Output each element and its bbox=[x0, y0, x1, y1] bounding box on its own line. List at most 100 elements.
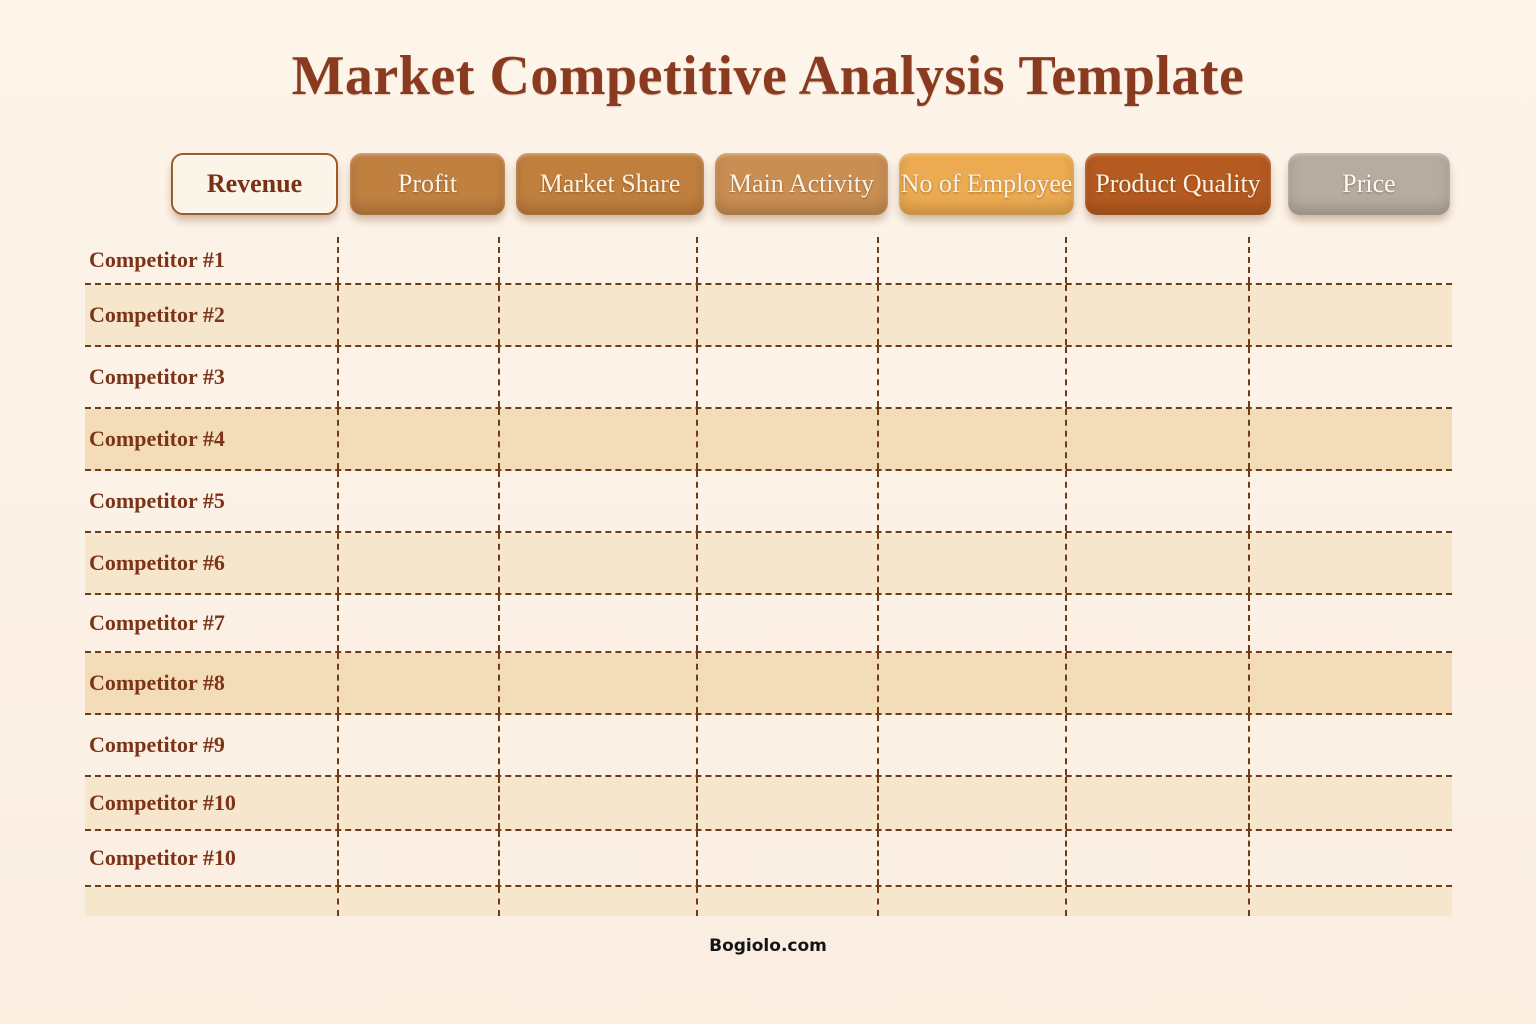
table-cell bbox=[877, 777, 1065, 829]
table-cell bbox=[696, 409, 877, 469]
table-cell bbox=[877, 653, 1065, 713]
table-cell bbox=[498, 471, 696, 531]
row-label-cell: Competitor #7 bbox=[85, 595, 337, 651]
table-cell bbox=[1248, 409, 1452, 469]
table-cell bbox=[498, 595, 696, 651]
table-row: Competitor #10 bbox=[85, 831, 1452, 887]
table-cell bbox=[696, 715, 877, 775]
row-label-cell: Competitor #3 bbox=[85, 347, 337, 407]
table-row: Competitor #10 bbox=[85, 777, 1452, 831]
table-cell bbox=[877, 409, 1065, 469]
table-cell bbox=[696, 533, 877, 593]
table-cell bbox=[696, 285, 877, 345]
table-cell bbox=[1248, 347, 1452, 407]
table-cell bbox=[498, 533, 696, 593]
table-row: Competitor #8 bbox=[85, 653, 1452, 715]
table-cell bbox=[696, 887, 877, 916]
column-button-product-quality[interactable]: Product Quality bbox=[1085, 153, 1271, 215]
table-cell bbox=[337, 237, 498, 283]
column-button-profit[interactable]: Profit bbox=[350, 153, 505, 215]
table-row: Competitor #7 bbox=[85, 595, 1452, 653]
row-label-cell: Competitor #10 bbox=[85, 831, 337, 885]
table-cell bbox=[498, 237, 696, 283]
table-cell bbox=[696, 237, 877, 283]
table-cell bbox=[877, 237, 1065, 283]
table-cell bbox=[696, 777, 877, 829]
row-label: Competitor #6 bbox=[89, 550, 225, 575]
row-label: Competitor #2 bbox=[89, 302, 225, 327]
column-button-price[interactable]: Price bbox=[1288, 153, 1450, 215]
competitor-table: Competitor #1 Competitor #2 Competitor #3 C… bbox=[85, 237, 1452, 916]
row-label-cell bbox=[85, 887, 337, 916]
table-cell bbox=[498, 887, 696, 916]
table-cell bbox=[1065, 595, 1248, 651]
table-cell bbox=[498, 715, 696, 775]
table-cell bbox=[498, 285, 696, 345]
row-label: Competitor #10 bbox=[89, 790, 236, 815]
row-label-cell: Competitor #6 bbox=[85, 533, 337, 593]
column-button-main-activity[interactable]: Main Activity bbox=[715, 153, 888, 215]
row-label: Competitor #3 bbox=[89, 364, 225, 389]
table-cell bbox=[337, 831, 498, 885]
table-cell bbox=[877, 471, 1065, 531]
table-cell bbox=[1248, 653, 1452, 713]
table-cell bbox=[337, 887, 498, 916]
row-label: Competitor #9 bbox=[89, 732, 225, 757]
table-cell bbox=[337, 409, 498, 469]
row-label-cell: Competitor #10 bbox=[85, 777, 337, 829]
table-cell bbox=[1248, 533, 1452, 593]
table-cell bbox=[1065, 471, 1248, 531]
table-cell bbox=[1065, 715, 1248, 775]
column-button-no-of-employee[interactable]: No of Employee bbox=[899, 153, 1074, 215]
table-cell bbox=[337, 777, 498, 829]
table-cell bbox=[337, 347, 498, 407]
table-row: Competitor #5 bbox=[85, 471, 1452, 533]
table-cell bbox=[1248, 887, 1452, 916]
table-cell bbox=[1248, 237, 1452, 283]
table-row: Competitor #9 bbox=[85, 715, 1452, 777]
row-label-cell: Competitor #2 bbox=[85, 285, 337, 345]
table-cell bbox=[337, 595, 498, 651]
table-cell bbox=[877, 285, 1065, 345]
table-cell bbox=[1248, 595, 1452, 651]
table-cell bbox=[877, 595, 1065, 651]
table-cell bbox=[877, 831, 1065, 885]
table-cell bbox=[696, 347, 877, 407]
table-row: Competitor #3 bbox=[85, 347, 1452, 409]
table-cell bbox=[877, 347, 1065, 407]
row-label: Competitor #1 bbox=[89, 247, 225, 272]
table-row: Competitor #4 bbox=[85, 409, 1452, 471]
table-cell bbox=[1248, 831, 1452, 885]
table-cell bbox=[696, 595, 877, 651]
table-cell bbox=[337, 285, 498, 345]
table-cell bbox=[1065, 409, 1248, 469]
column-button-revenue[interactable]: Revenue bbox=[171, 153, 338, 215]
page-title: Market Competitive Analysis Template bbox=[291, 45, 1245, 107]
table-cell bbox=[498, 831, 696, 885]
row-label: Competitor #10 bbox=[89, 845, 236, 870]
table-cell bbox=[337, 715, 498, 775]
table-cell bbox=[877, 533, 1065, 593]
table-cell bbox=[498, 653, 696, 713]
table-cell bbox=[1065, 777, 1248, 829]
table-cell bbox=[877, 715, 1065, 775]
table-cell bbox=[1248, 471, 1452, 531]
row-label-cell: Competitor #8 bbox=[85, 653, 337, 713]
row-label: Competitor #7 bbox=[89, 610, 225, 635]
table-row: Competitor #6 bbox=[85, 533, 1452, 595]
column-button-market-share[interactable]: Market Share bbox=[516, 153, 704, 215]
table-cell bbox=[1248, 715, 1452, 775]
table-cell bbox=[498, 777, 696, 829]
table-row: Competitor #1 bbox=[85, 237, 1452, 285]
row-label-cell: Competitor #9 bbox=[85, 715, 337, 775]
table-cell bbox=[1065, 887, 1248, 916]
watermark-text: Bogiolo.com bbox=[709, 936, 827, 956]
table-cell bbox=[498, 409, 696, 469]
row-label: Competitor #4 bbox=[89, 426, 225, 451]
table-cell bbox=[696, 471, 877, 531]
table-row: Competitor #2 bbox=[85, 285, 1452, 347]
row-label-cell: Competitor #4 bbox=[85, 409, 337, 469]
table-cell bbox=[498, 347, 696, 407]
table-cell bbox=[877, 887, 1065, 916]
table-cell bbox=[1248, 285, 1452, 345]
